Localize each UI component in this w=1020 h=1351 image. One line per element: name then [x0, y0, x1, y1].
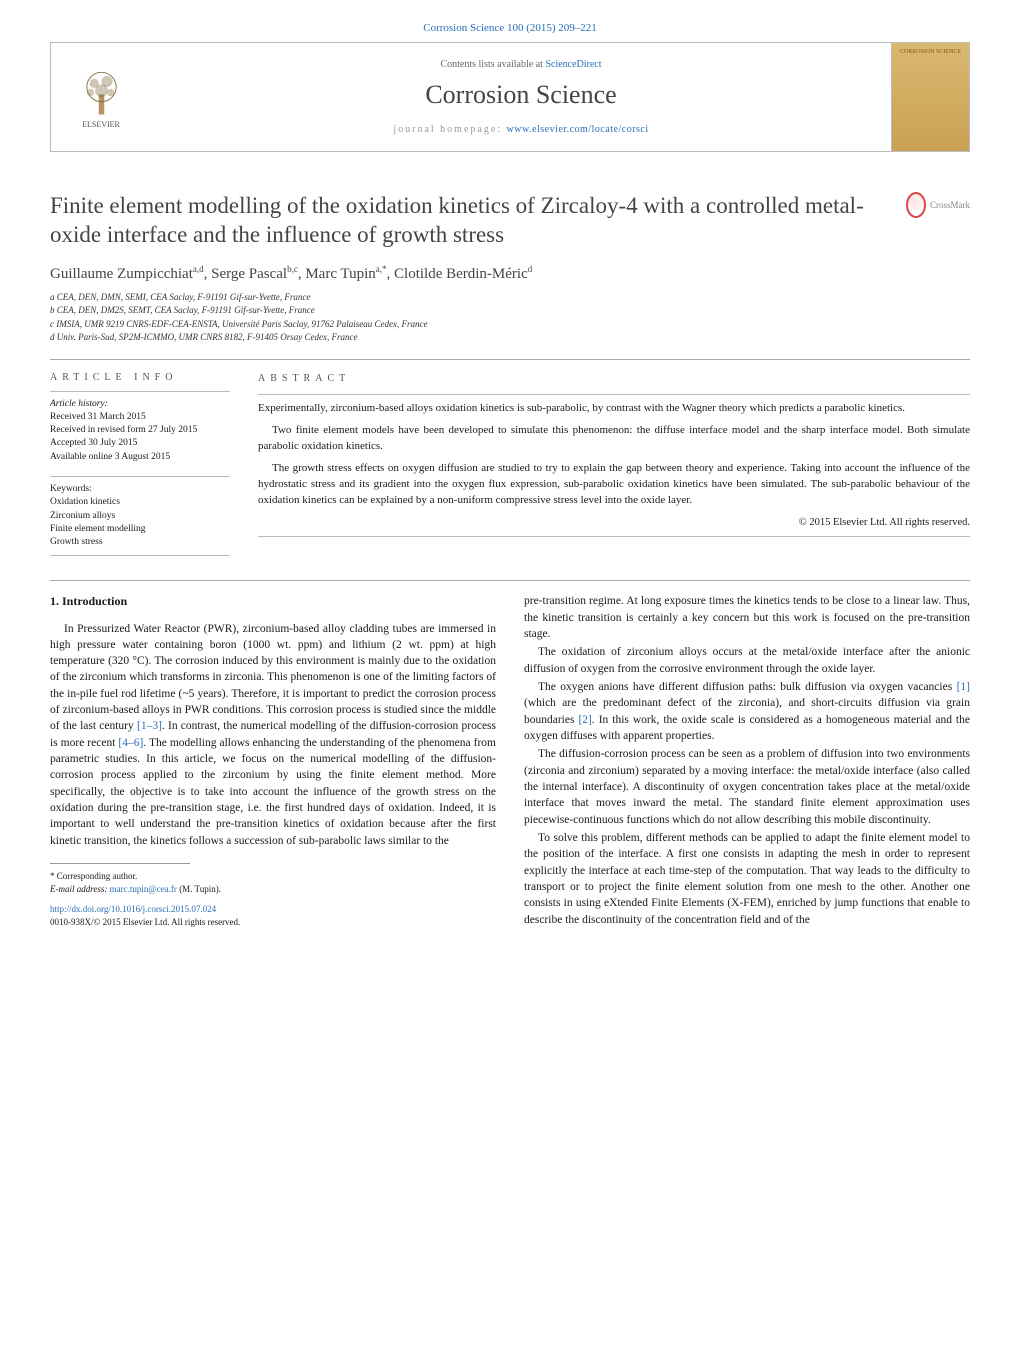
article-title: Finite element modelling of the oxidatio…: [50, 192, 906, 250]
publisher-name: ELSEVIER: [82, 120, 120, 129]
section-heading: 1. Introduction: [50, 593, 496, 610]
ref-link[interactable]: [4–6]: [118, 737, 143, 749]
authors: Guillaume Zumpicchiata,d, Serge Pascalb,…: [50, 264, 970, 283]
keyword: Zirconium alloys: [50, 510, 230, 523]
history-line: Accepted 30 July 2015: [50, 437, 230, 450]
crossmark-label: CrossMark: [930, 200, 970, 210]
contents-line: Contents lists available at ScienceDirec…: [151, 59, 891, 70]
affiliation-line: c IMSIA, UMR 9219 CNRS-EDF-CEA-ENSTA, Un…: [50, 318, 970, 332]
affiliation-line: a CEA, DEN, DMN, SEMI, CEA Saclay, F-911…: [50, 291, 970, 305]
body-paragraph: pre-transition regime. At long exposure …: [524, 593, 970, 642]
homepage-prefix: journal homepage:: [393, 124, 506, 135]
divider: [258, 536, 970, 537]
keywords-block: Keywords: Oxidation kineticsZirconium al…: [50, 483, 230, 549]
divider: [258, 394, 970, 395]
abstract: ABSTRACT Experimentally, zirconium-based…: [258, 372, 970, 563]
corr-email-link[interactable]: marc.tupin@cea.fr: [110, 884, 177, 894]
issn-line: 0010-938X/© 2015 Elsevier Ltd. All right…: [50, 916, 496, 929]
corr-email-name: (M. Tupin).: [177, 884, 221, 894]
keyword: Oxidation kinetics: [50, 496, 230, 509]
contents-prefix: Contents lists available at: [440, 59, 545, 70]
abstract-p2: Two finite element models have been deve…: [258, 423, 970, 455]
affiliations: a CEA, DEN, DMN, SEMI, CEA Saclay, F-911…: [50, 291, 970, 345]
title-row: Finite element modelling of the oxidatio…: [50, 192, 970, 250]
info-abstract-row: ARTICLE INFO Article history: Received 3…: [50, 372, 970, 563]
body-paragraph: The oxygen anions have different diffusi…: [524, 679, 970, 744]
history-line: Received in revised form 27 July 2015: [50, 424, 230, 437]
history-line: Received 31 March 2015: [50, 411, 230, 424]
keyword: Growth stress: [50, 536, 230, 549]
ref-link[interactable]: [1–3]: [137, 720, 162, 732]
divider: [50, 476, 230, 477]
article-history: Article history: Received 31 March 2015R…: [50, 398, 230, 464]
email-label: E-mail address:: [50, 884, 110, 894]
history-heading: Article history:: [50, 398, 230, 411]
body-paragraph: The diffusion-corrosion process can be s…: [524, 746, 970, 828]
body-paragraph: To solve this problem, different methods…: [524, 830, 970, 928]
body-paragraph: In Pressurized Water Reactor (PWR), zirc…: [50, 621, 496, 850]
column-right: pre-transition regime. At long exposure …: [524, 593, 970, 930]
divider: [50, 580, 970, 581]
ref-link[interactable]: [2]: [578, 714, 591, 726]
affiliation-line: b CEA, DEN, DM2S, SEMT, CEA Saclay, F-91…: [50, 304, 970, 318]
body-paragraph: The oxidation of zirconium alloys occurs…: [524, 644, 970, 677]
affiliation-line: d Univ. Paris-Sud, SP2M-ICMMO, UMR CNRS …: [50, 331, 970, 345]
crossmark-badge[interactable]: CrossMark: [906, 192, 970, 218]
journal-header: ELSEVIER Contents lists available at Sci…: [50, 42, 970, 152]
body-columns: 1. Introduction In Pressurized Water Rea…: [50, 593, 970, 930]
history-line: Available online 3 August 2015: [50, 451, 230, 464]
abstract-label: ABSTRACT: [258, 372, 970, 387]
journal-cover-thumb: CORROSION SCIENCE: [891, 43, 969, 151]
homepage-link[interactable]: www.elsevier.com/locate/corsci: [507, 124, 649, 135]
sciencedirect-link[interactable]: ScienceDirect: [545, 59, 601, 70]
divider: [50, 359, 970, 360]
article-info: ARTICLE INFO Article history: Received 3…: [50, 372, 230, 563]
abstract-p3: The growth stress effects on oxygen diff…: [258, 461, 970, 509]
crossmark-icon: [906, 192, 926, 218]
doi-link[interactable]: http://dx.doi.org/10.1016/j.corsci.2015.…: [50, 904, 216, 914]
header-center: Contents lists available at ScienceDirec…: [151, 59, 891, 135]
divider: [50, 555, 230, 556]
corresponding-author: * Corresponding author. E-mail address: …: [50, 870, 496, 895]
keywords-heading: Keywords:: [50, 483, 230, 496]
footnote-rule: [50, 863, 190, 864]
cover-label: CORROSION SCIENCE: [900, 49, 961, 55]
abstract-copyright: © 2015 Elsevier Ltd. All rights reserved…: [258, 515, 970, 530]
publisher-logo: ELSEVIER: [51, 43, 151, 151]
journal-name: Corrosion Science: [151, 80, 891, 110]
column-left: 1. Introduction In Pressurized Water Rea…: [50, 593, 496, 930]
divider: [50, 391, 230, 392]
corr-label: * Corresponding author.: [50, 870, 496, 883]
citation-header: Corrosion Science 100 (2015) 209–221: [50, 22, 970, 34]
article-info-label: ARTICLE INFO: [50, 372, 230, 383]
keyword: Finite element modelling: [50, 523, 230, 536]
doi-block: http://dx.doi.org/10.1016/j.corsci.2015.…: [50, 903, 496, 928]
abstract-p1: Experimentally, zirconium-based alloys o…: [258, 401, 970, 417]
ref-link[interactable]: [1]: [957, 681, 970, 693]
elsevier-tree-icon: [74, 65, 129, 120]
homepage-line: journal homepage: www.elsevier.com/locat…: [151, 124, 891, 135]
